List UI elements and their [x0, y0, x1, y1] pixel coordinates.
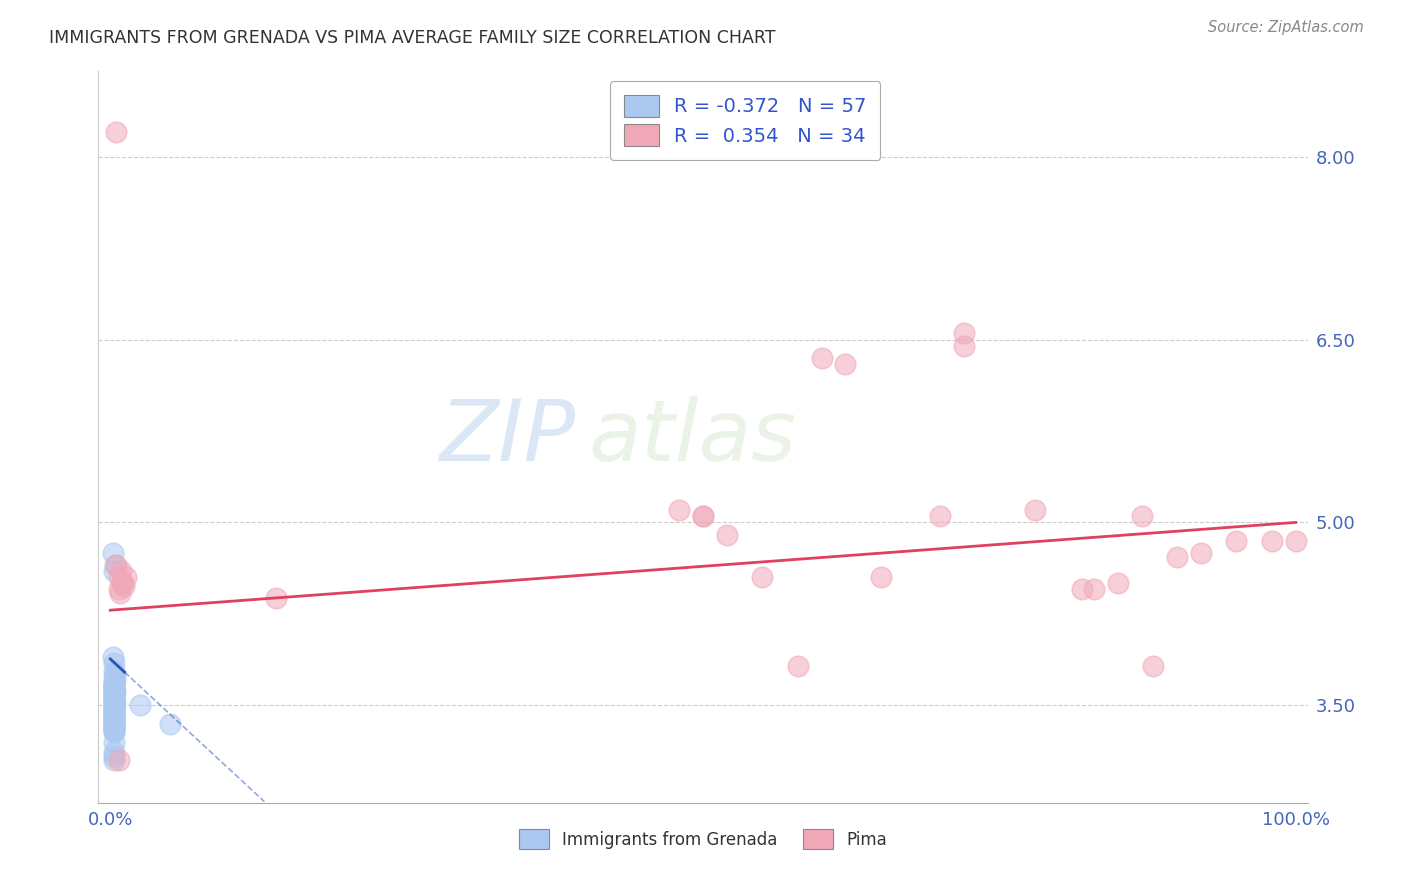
Point: [952, 326, 974, 341]
Point: [112, 576, 135, 591]
Point: [103, 719, 125, 733]
Point: [1261, 533, 1284, 548]
Point: [103, 564, 125, 578]
Point: [104, 558, 127, 573]
Point: [103, 698, 125, 713]
Point: [103, 680, 125, 694]
Point: [103, 690, 125, 704]
Text: IMMIGRANTS FROM GRENADA VS PIMA AVERAGE FAMILY SIZE CORRELATION CHART: IMMIGRANTS FROM GRENADA VS PIMA AVERAGE …: [49, 29, 776, 46]
Point: [103, 656, 125, 670]
Point: [103, 715, 125, 730]
Point: [107, 570, 129, 584]
Point: [103, 664, 125, 678]
Point: [101, 649, 124, 664]
Point: [103, 725, 125, 739]
Point: [103, 720, 125, 734]
Point: [103, 683, 125, 698]
Point: [716, 527, 738, 541]
Point: [104, 666, 127, 681]
Point: [103, 704, 125, 718]
Point: [159, 716, 181, 731]
Point: [114, 579, 136, 593]
Point: [103, 706, 125, 720]
Point: [103, 706, 125, 721]
Point: [1189, 546, 1212, 560]
Point: [668, 503, 690, 517]
Point: [103, 690, 125, 705]
Point: [103, 699, 125, 714]
Text: Source: ZipAtlas.com: Source: ZipAtlas.com: [1208, 20, 1364, 35]
Point: [103, 692, 125, 706]
Point: [103, 709, 125, 723]
Point: [103, 693, 125, 707]
Point: [105, 558, 128, 573]
Point: [1285, 533, 1308, 548]
Point: [103, 695, 125, 709]
Point: [103, 677, 125, 691]
Point: [692, 509, 714, 524]
Point: [101, 546, 124, 560]
Point: [952, 338, 974, 352]
Point: [103, 749, 125, 764]
Point: [264, 591, 287, 605]
Point: [103, 686, 125, 700]
Point: [108, 586, 131, 600]
Point: [111, 576, 134, 591]
Point: [103, 735, 125, 749]
Point: [103, 689, 125, 703]
Point: [103, 673, 125, 688]
Point: [104, 685, 127, 699]
Point: [107, 753, 129, 767]
Point: [103, 710, 125, 724]
Point: [1142, 659, 1164, 673]
Point: [103, 716, 125, 731]
Point: [103, 723, 125, 737]
Text: ZIP: ZIP: [440, 395, 576, 479]
Point: [103, 676, 125, 690]
Point: [103, 681, 125, 696]
Point: [692, 509, 714, 524]
Point: [104, 696, 127, 710]
Point: [103, 714, 125, 728]
Point: [1225, 533, 1247, 548]
Point: [834, 357, 856, 371]
Point: [107, 582, 129, 597]
Point: [1024, 503, 1046, 517]
Point: [103, 745, 125, 759]
Point: [103, 722, 125, 736]
Point: [103, 753, 125, 767]
Point: [103, 702, 125, 716]
Legend: Immigrants from Grenada, Pima: Immigrants from Grenada, Pima: [508, 818, 898, 860]
Point: [103, 718, 125, 732]
Point: [1083, 582, 1105, 597]
Text: atlas: atlas: [588, 395, 796, 479]
Point: [110, 564, 132, 578]
Point: [103, 703, 125, 717]
Point: [114, 570, 136, 584]
Point: [869, 570, 891, 584]
Point: [103, 712, 125, 726]
Point: [103, 723, 125, 738]
Point: [1166, 549, 1188, 564]
Point: [105, 125, 128, 139]
Point: [103, 687, 125, 701]
Point: [129, 698, 152, 713]
Point: [103, 697, 125, 711]
Point: [786, 659, 808, 673]
Point: [1071, 582, 1094, 597]
Point: [104, 673, 127, 687]
Point: [103, 713, 125, 727]
Point: [1130, 509, 1153, 524]
Point: [1107, 576, 1129, 591]
Point: [103, 708, 125, 723]
Point: [103, 682, 125, 697]
Point: [103, 700, 125, 714]
Point: [929, 509, 952, 524]
Point: [103, 679, 125, 693]
Point: [751, 570, 773, 584]
Point: [103, 670, 125, 684]
Point: [810, 351, 832, 365]
